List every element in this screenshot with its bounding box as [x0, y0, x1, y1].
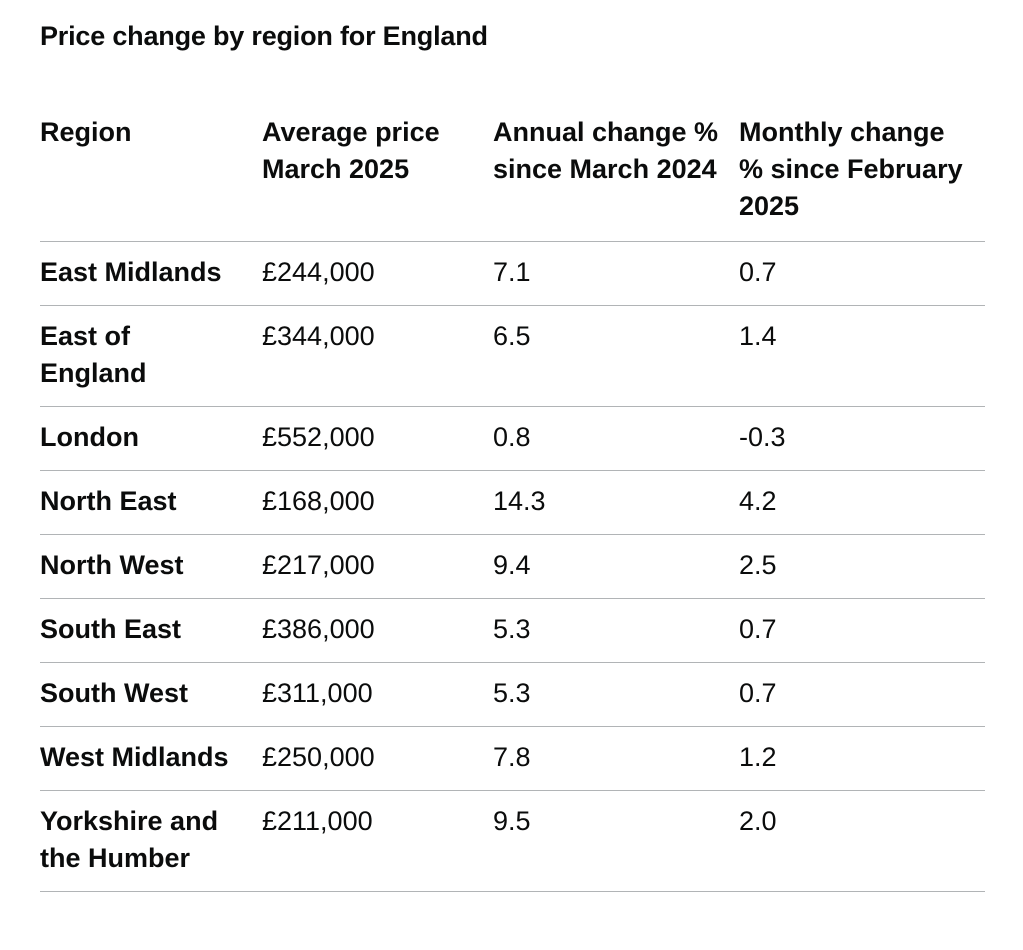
monthly-change-cell: 0.7	[739, 662, 985, 727]
monthly-change-cell: 4.2	[739, 470, 985, 535]
table-caption: Price change by region for England	[40, 21, 488, 51]
table-row: London £552,000 0.8 -0.3	[40, 406, 985, 471]
table-row: Yorkshire and the Humber £211,000 9.5 2.…	[40, 790, 985, 892]
annual-change-cell: 14.3	[493, 470, 739, 535]
price-change-table: Region Average price March 2025 Annual c…	[40, 114, 985, 892]
header-row: Region Average price March 2025 Annual c…	[40, 114, 985, 242]
annual-change-cell: 5.3	[493, 598, 739, 663]
annual-change-cell: 0.8	[493, 406, 739, 471]
annual-change-cell: 5.3	[493, 662, 739, 727]
price-cell: £552,000	[262, 406, 493, 471]
table-header: Region Average price March 2025 Annual c…	[40, 114, 985, 242]
price-cell: £211,000	[262, 790, 493, 892]
header-annual-change: Annual change % since March 2024	[493, 114, 739, 242]
price-cell: £344,000	[262, 305, 493, 407]
monthly-change-cell: 2.5	[739, 534, 985, 599]
table-row: South East £386,000 5.3 0.7	[40, 598, 985, 663]
region-cell: Yorkshire and the Humber	[40, 790, 262, 892]
region-cell: East of England	[40, 305, 262, 407]
region-cell: East Midlands	[40, 241, 262, 306]
price-cell: £168,000	[262, 470, 493, 535]
annual-change-cell: 9.4	[493, 534, 739, 599]
price-cell: £217,000	[262, 534, 493, 599]
region-cell: South East	[40, 598, 262, 663]
page-content: Price change by region for England Regio…	[40, 21, 985, 892]
annual-change-cell: 9.5	[493, 790, 739, 892]
table-row: North West £217,000 9.4 2.5	[40, 534, 985, 599]
table-row: South West £311,000 5.3 0.7	[40, 662, 985, 727]
region-cell: North East	[40, 470, 262, 535]
annual-change-cell: 7.8	[493, 726, 739, 791]
table-row: North East £168,000 14.3 4.2	[40, 470, 985, 535]
price-cell: £244,000	[262, 241, 493, 306]
table-row: East Midlands £244,000 7.1 0.7	[40, 241, 985, 306]
price-cell: £250,000	[262, 726, 493, 791]
region-cell: North West	[40, 534, 262, 599]
header-region: Region	[40, 114, 262, 242]
annual-change-cell: 6.5	[493, 305, 739, 407]
price-cell: £386,000	[262, 598, 493, 663]
table-row: East of England £344,000 6.5 1.4	[40, 305, 985, 407]
monthly-change-cell: 1.4	[739, 305, 985, 407]
header-monthly-change: Monthly change % since February 2025	[739, 114, 985, 242]
region-cell: West Midlands	[40, 726, 262, 791]
annual-change-cell: 7.1	[493, 241, 739, 306]
region-cell: South West	[40, 662, 262, 727]
monthly-change-cell: 0.7	[739, 241, 985, 306]
table-body: East Midlands £244,000 7.1 0.7 East of E…	[40, 241, 985, 892]
monthly-change-cell: 0.7	[739, 598, 985, 663]
monthly-change-cell: 2.0	[739, 790, 985, 892]
monthly-change-cell: 1.2	[739, 726, 985, 791]
region-cell: London	[40, 406, 262, 471]
table-row: West Midlands £250,000 7.8 1.2	[40, 726, 985, 791]
monthly-change-cell: -0.3	[739, 406, 985, 471]
price-cell: £311,000	[262, 662, 493, 727]
header-average-price: Average price March 2025	[262, 114, 493, 242]
